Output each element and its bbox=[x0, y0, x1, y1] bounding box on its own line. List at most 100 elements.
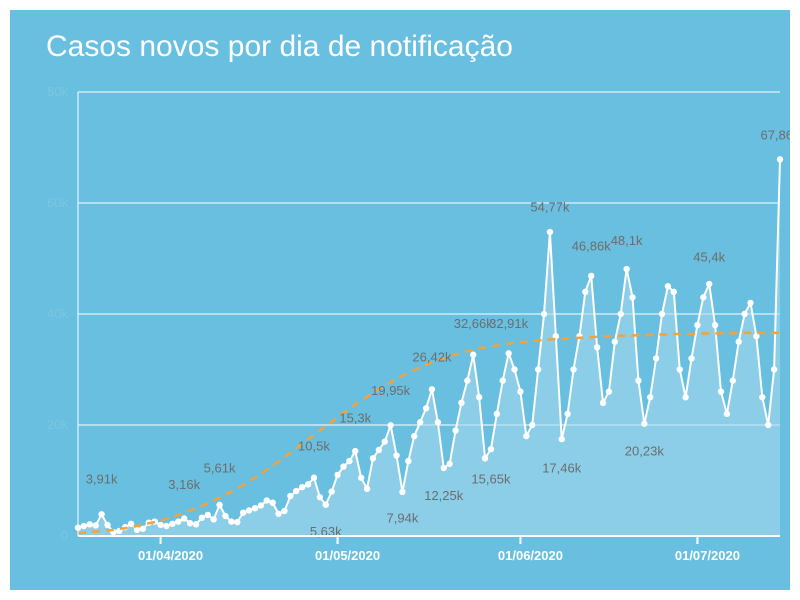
x-tick-label: 01/06/2020 bbox=[498, 548, 563, 563]
data-marker bbox=[169, 521, 175, 527]
data-marker bbox=[653, 355, 659, 361]
data-marker bbox=[293, 488, 299, 494]
data-label: 45,4k bbox=[693, 250, 725, 265]
data-marker bbox=[564, 411, 570, 417]
data-marker bbox=[346, 458, 352, 464]
data-label: 32,91k bbox=[489, 316, 529, 331]
data-marker bbox=[724, 411, 730, 417]
data-marker bbox=[187, 520, 193, 526]
data-marker bbox=[252, 505, 258, 511]
y-tick-label: 40k bbox=[47, 306, 68, 321]
data-marker bbox=[771, 366, 777, 372]
data-marker bbox=[352, 448, 358, 454]
data-marker bbox=[328, 488, 334, 494]
data-label: 67,86k bbox=[760, 128, 790, 143]
data-marker bbox=[317, 494, 323, 500]
data-marker bbox=[777, 156, 783, 162]
data-marker bbox=[712, 322, 718, 328]
data-marker bbox=[210, 516, 216, 522]
data-marker bbox=[641, 421, 647, 427]
data-label: 17,46k bbox=[542, 460, 582, 475]
data-marker bbox=[405, 458, 411, 464]
data-label: 46,86k bbox=[572, 239, 612, 254]
data-marker bbox=[488, 446, 494, 452]
data-label: 15,65k bbox=[471, 471, 511, 486]
data-marker bbox=[759, 394, 765, 400]
data-marker bbox=[647, 394, 653, 400]
data-marker bbox=[476, 394, 482, 400]
data-marker bbox=[382, 438, 388, 444]
data-marker bbox=[340, 463, 346, 469]
data-label: 15,3k bbox=[339, 411, 371, 426]
data-marker bbox=[199, 514, 205, 520]
data-marker bbox=[523, 433, 529, 439]
data-marker bbox=[559, 436, 565, 442]
data-marker bbox=[399, 489, 405, 495]
data-marker bbox=[446, 461, 452, 467]
chart-panel: Casos novos por dia de notificação 020k4… bbox=[10, 10, 790, 590]
data-marker bbox=[541, 311, 547, 317]
data-marker bbox=[694, 322, 700, 328]
data-marker bbox=[175, 518, 181, 524]
data-marker bbox=[665, 283, 671, 289]
data-marker bbox=[264, 497, 270, 503]
data-marker bbox=[311, 475, 317, 481]
x-tick-label: 01/07/2020 bbox=[675, 548, 740, 563]
y-tick-label: 60k bbox=[47, 195, 68, 210]
data-marker bbox=[700, 294, 706, 300]
data-marker bbox=[323, 502, 329, 508]
data-marker bbox=[470, 352, 476, 358]
data-marker bbox=[494, 411, 500, 417]
data-marker bbox=[87, 521, 93, 527]
data-marker bbox=[511, 366, 517, 372]
data-marker bbox=[452, 427, 458, 433]
data-label: 54,77k bbox=[530, 200, 570, 215]
data-label: 48,1k bbox=[611, 233, 643, 248]
y-tick-label: 20k bbox=[47, 417, 68, 432]
data-marker bbox=[677, 366, 683, 372]
data-marker bbox=[635, 377, 641, 383]
data-marker bbox=[387, 422, 393, 428]
data-marker bbox=[718, 389, 724, 395]
data-marker bbox=[358, 475, 364, 481]
data-marker bbox=[582, 289, 588, 295]
data-marker bbox=[281, 508, 287, 514]
data-marker bbox=[222, 513, 228, 519]
data-marker bbox=[618, 311, 624, 317]
data-marker bbox=[741, 311, 747, 317]
data-marker bbox=[435, 419, 441, 425]
data-marker bbox=[747, 300, 753, 306]
data-marker bbox=[98, 511, 104, 517]
chart-title: Casos novos por dia de notificação bbox=[46, 30, 513, 64]
data-marker bbox=[411, 433, 417, 439]
data-marker bbox=[205, 512, 211, 518]
data-marker bbox=[104, 522, 110, 528]
x-tick-label: 01/05/2020 bbox=[315, 548, 380, 563]
data-marker bbox=[157, 522, 163, 528]
data-marker bbox=[682, 394, 688, 400]
data-marker bbox=[671, 289, 677, 295]
data-label: 3,91k bbox=[86, 472, 118, 487]
data-marker bbox=[505, 350, 511, 356]
data-marker bbox=[258, 502, 264, 508]
data-marker bbox=[659, 311, 665, 317]
data-label: 10,5k bbox=[298, 438, 330, 453]
data-marker bbox=[216, 502, 222, 508]
data-marker bbox=[736, 339, 742, 345]
data-marker bbox=[458, 400, 464, 406]
data-marker bbox=[612, 339, 618, 345]
data-marker bbox=[228, 518, 234, 524]
data-marker bbox=[334, 472, 340, 478]
data-label: 12,25k bbox=[424, 488, 464, 503]
data-marker bbox=[364, 486, 370, 492]
data-label: 5,61k bbox=[204, 461, 236, 476]
data-marker bbox=[730, 377, 736, 383]
data-marker bbox=[163, 523, 169, 529]
y-tick-label: 80k bbox=[47, 84, 68, 99]
data-marker bbox=[429, 386, 435, 392]
data-marker bbox=[287, 493, 293, 499]
line-chart: 020k40k60k80k01/04/202001/05/202001/06/2… bbox=[10, 10, 790, 590]
data-marker bbox=[370, 455, 376, 461]
data-marker bbox=[606, 389, 612, 395]
data-marker bbox=[376, 447, 382, 453]
